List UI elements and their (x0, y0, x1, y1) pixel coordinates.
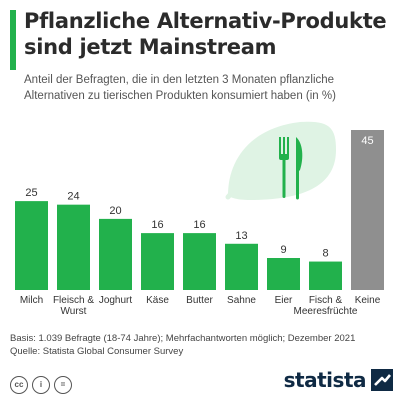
category-label-line: Joghurt (99, 295, 133, 306)
category-label-line: Meeresfrüchte (294, 306, 358, 317)
leaf-stem-icon (225, 167, 258, 200)
statista-brand[interactable]: statista (284, 368, 393, 392)
bar-2 (57, 204, 90, 290)
category-label: Keine (355, 295, 381, 306)
subtitle-line-2: Alternativen zu tierischen Produkten kon… (24, 90, 336, 102)
chart-title: Pflanzliche Alternativ-Produkte sind jet… (24, 8, 399, 60)
bar-8 (309, 261, 342, 290)
no-derivatives-icon[interactable]: = (54, 376, 72, 394)
category-label: Fisch & Meeresfrüchte (294, 295, 358, 317)
bar-value-label: 16 (151, 219, 163, 231)
category-label-line: Eier (275, 295, 293, 306)
category-label: Fleisch & Wurst (53, 295, 94, 317)
bar-4 (141, 233, 174, 290)
title-accent-bar (10, 10, 16, 70)
bar-chart: 25 24 20 16 16 13 9 8 45 Milch Fleisch & Wurst Jogh… (15, 121, 384, 317)
subtitle-line-1: Anteil der Befragten, die in den letzten… (24, 74, 335, 86)
category-label-line: Wurst (61, 306, 87, 317)
title-line-2: sind jetzt Mainstream (24, 35, 277, 59)
info-icon[interactable]: i (32, 376, 50, 394)
title-line-1: Pflanzliche Alternativ-Produkte (24, 9, 387, 33)
brand-name: statista (283, 368, 367, 392)
fork-icon (279, 137, 289, 198)
category-label-line: Milch (20, 295, 43, 306)
bar-value-label: 20 (109, 205, 121, 217)
bar-value-label: 8 (322, 248, 328, 260)
license-icons: cc i = (10, 376, 72, 394)
bar-9 (351, 130, 384, 290)
bar-value-label: 13 (235, 230, 247, 242)
category-label: Eier (275, 295, 293, 306)
category-label-line: Fleisch & (53, 295, 94, 306)
category-label: Butter (186, 295, 213, 306)
bar-1 (15, 201, 48, 290)
bar-7 (267, 258, 300, 290)
footer-basis: Basis: 1.039 Befragte (18-74 Jahre); Meh… (10, 333, 356, 344)
category-label-line: Butter (186, 295, 213, 306)
statista-logo-icon (371, 369, 393, 391)
knife-icon (296, 137, 303, 200)
footer-source: Quelle: Statista Global Consumer Survey (10, 346, 184, 357)
leaf-icon (228, 121, 336, 200)
bar-5 (183, 233, 216, 290)
category-label: Käse (146, 295, 169, 306)
bar-value-label: 24 (67, 191, 79, 203)
creative-commons-icon[interactable]: cc (10, 376, 28, 394)
bar-value-label: 25 (25, 187, 37, 199)
leaf-cutlery-illustration (225, 121, 336, 200)
bar-value-label: 9 (280, 244, 286, 256)
chart-subtitle: Anteil der Befragten, die in den letzten… (24, 72, 402, 104)
category-label-line: Fisch & (309, 295, 343, 306)
category-label-line: Keine (355, 295, 381, 306)
bar-3 (99, 218, 132, 290)
category-label: Sahne (227, 295, 256, 306)
category-label: Joghurt (99, 295, 133, 306)
bar-6 (225, 243, 258, 290)
bar-value-label: 16 (193, 219, 205, 231)
footer: Basis: 1.039 Befragte (18-74 Jahre); Meh… (10, 332, 355, 358)
category-label: Milch (20, 295, 43, 306)
category-label-line: Käse (146, 295, 169, 306)
category-label-line: Sahne (227, 295, 256, 306)
bar-value-label: 45 (361, 135, 373, 147)
